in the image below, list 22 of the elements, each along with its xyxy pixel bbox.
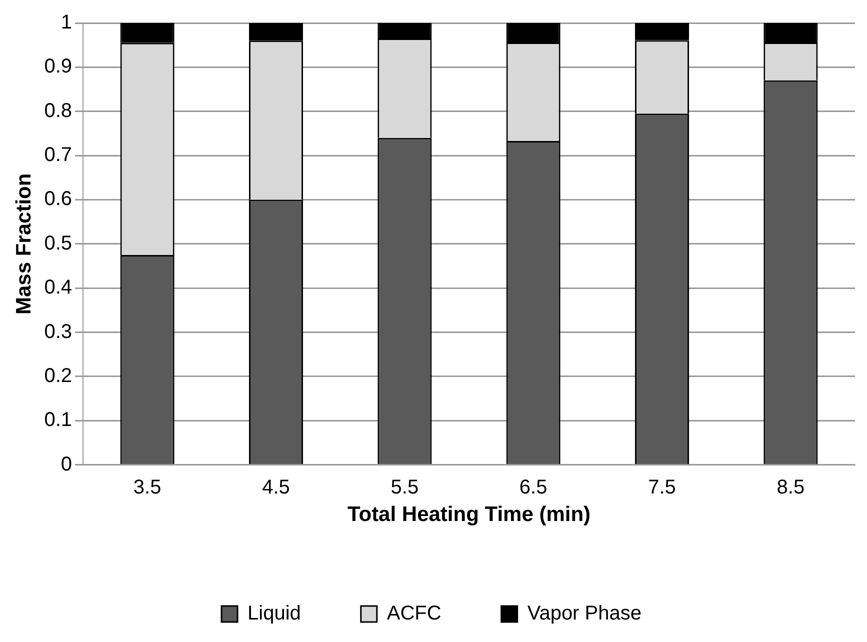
y-tick-label: 0.7 [44, 144, 72, 166]
x-tick-label: 6.5 [519, 476, 548, 498]
y-tick-label: 0.1 [44, 409, 72, 432]
x-tick-label: 3.5 [133, 476, 162, 498]
y-tick-label: 0.4 [44, 276, 72, 299]
y-tick-label: 1 [60, 12, 72, 34]
y-tick-label: 0.6 [44, 188, 72, 210]
y-tick-label: 0.5 [44, 232, 72, 254]
x-tick-label: 8.5 [776, 476, 805, 498]
y-tick-label: 0.9 [44, 56, 72, 78]
x-tick-label: 5.5 [390, 476, 419, 498]
y-tick-label: 0.3 [44, 320, 72, 343]
legend-label: ACFC [386, 602, 442, 625]
y-tick-label: 0.8 [44, 100, 72, 122]
x-axis-title: Total Heating Time (min) [347, 503, 591, 526]
legend-label: Vapor Phase [527, 602, 642, 625]
x-tick-label: 7.5 [648, 476, 676, 498]
y-tick-label: 0.2 [44, 364, 72, 387]
y-tick-label: 0 [60, 453, 72, 476]
y-axis-title: Mass Fraction [12, 173, 36, 315]
x-tick-label: 4.5 [262, 476, 290, 498]
legend-label: Liquid [248, 602, 301, 625]
